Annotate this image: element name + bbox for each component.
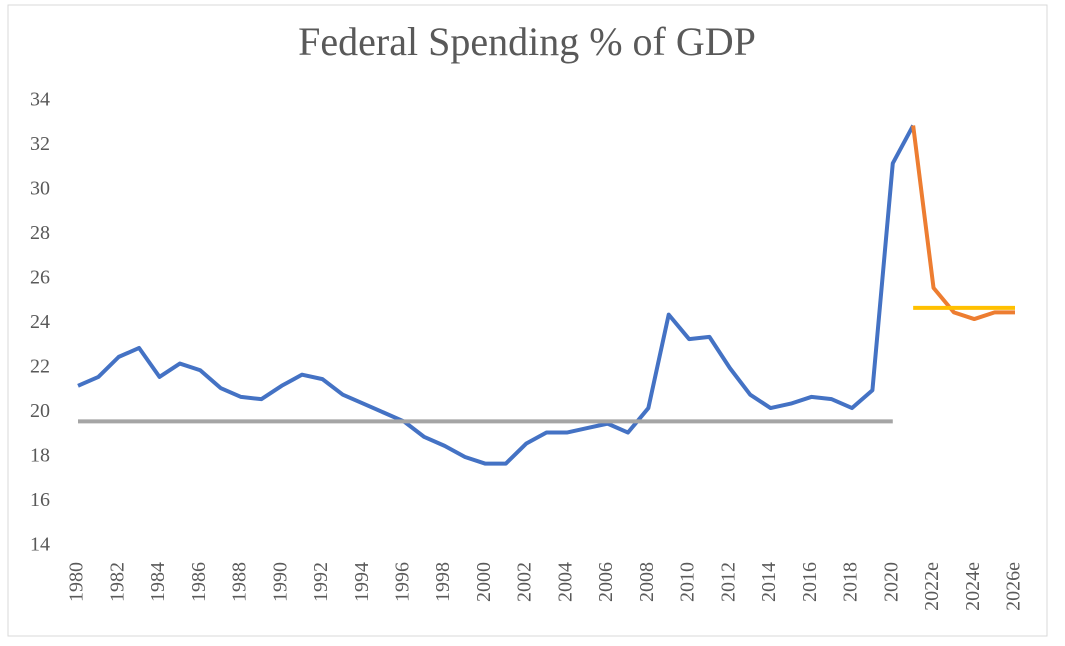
x-tick-label: 1982 [106, 562, 128, 602]
x-tick-label: 2004 [554, 562, 576, 602]
y-tick-label: 24 [30, 311, 50, 333]
x-tick-label: 2000 [473, 562, 495, 602]
y-tick-label: 26 [30, 267, 50, 289]
y-tick-label: 18 [30, 445, 50, 467]
series-line [77, 124, 915, 466]
y-tick-label: 28 [30, 222, 50, 244]
y-tick-label: 14 [30, 534, 50, 556]
x-tick-label: 2026e [1003, 562, 1025, 611]
x-tick-label: 2008 [636, 562, 658, 602]
x-tick-label: 1984 [147, 562, 169, 602]
y-tick-label: 34 [30, 89, 50, 111]
x-tick-label: 2018 [840, 562, 862, 602]
chart-title: Federal Spending % of GDP [298, 19, 756, 64]
y-tick-label: 32 [30, 133, 50, 155]
y-tick-label: 22 [30, 356, 50, 378]
x-tick-label: 2006 [595, 562, 617, 602]
x-tick-label: 2014 [758, 562, 780, 602]
y-tick-label: 16 [30, 489, 50, 511]
x-tick-label: 1994 [351, 562, 373, 602]
x-tick-label: 2020 [880, 562, 902, 602]
series-line [911, 125, 1015, 322]
y-tick-label: 30 [30, 178, 50, 200]
x-tick-label: 2016 [799, 562, 821, 602]
x-tick-label: 2022e [921, 562, 943, 611]
chart-border [7, 4, 1048, 637]
x-tick-label: 1992 [310, 562, 332, 602]
x-tick-label: 1980 [66, 562, 88, 602]
x-tick-label: 1998 [432, 562, 454, 602]
x-tick-label: 1990 [269, 562, 291, 602]
x-tick-label: 2010 [677, 562, 699, 602]
y-tick-label: 20 [30, 400, 50, 422]
x-tick-label: 2002 [514, 562, 536, 602]
x-tick-label: 1988 [229, 562, 251, 602]
x-tick-label: 2024e [962, 562, 984, 611]
x-tick-label: 1996 [392, 562, 414, 602]
x-tick-label: 1986 [188, 562, 210, 602]
x-tick-label: 2012 [717, 562, 739, 602]
